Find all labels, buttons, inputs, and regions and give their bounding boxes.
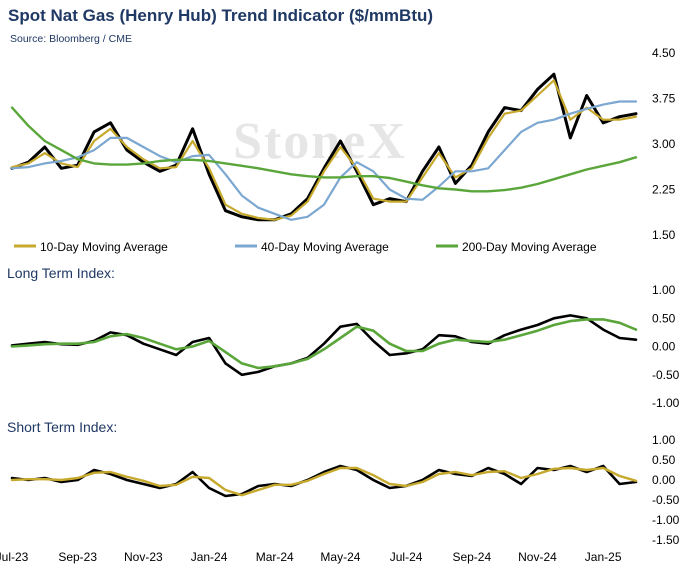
x-tick-label: Jul-24: [390, 550, 423, 564]
chart-source: Source: Bloomberg / CME: [10, 33, 132, 45]
series-line-ma40: [10, 100, 638, 221]
x-tick-label: May-24: [320, 550, 360, 564]
x-tick-label: Mar-24: [256, 550, 294, 564]
y-tick-label: -1.00: [652, 513, 680, 527]
x-tick-label: Sep-23: [58, 550, 97, 564]
watermark-text: StoneX: [233, 113, 407, 170]
y-tick-label: 2.25: [652, 183, 676, 197]
series-line-lt_green: [10, 318, 638, 370]
y-tick-label: 0.50: [652, 453, 676, 467]
y-tick-label: -0.50: [652, 368, 680, 382]
y-tick-label: 0.00: [652, 473, 676, 487]
y-tick-label: -0.50: [652, 493, 680, 507]
y-tick-label: 3.75: [652, 92, 676, 106]
legend-label-ma10: 10-Day Moving Average: [40, 240, 168, 254]
chart-title: Spot Nat Gas (Henry Hub) Trend Indicator…: [8, 6, 434, 25]
legend-label-ma40: 40-Day Moving Average: [261, 240, 389, 254]
y-tick-label: 1.50: [652, 228, 676, 242]
series-line-st_gold: [10, 466, 638, 497]
long-term-panel: 1.00 0.50 0.00 -0.50 -1.00: [10, 283, 680, 410]
short-term-panel: 1.00 0.50 0.00 -0.50 -1.00 -1.50: [10, 433, 680, 547]
series-line-lt_black: [10, 314, 638, 377]
y-tick-label: 0.50: [652, 311, 676, 325]
x-tick-label: Jan-24: [191, 550, 228, 564]
x-axis: Jul-23 Sep-23 Nov-23 Jan-24 Mar-24 May-24 Jul-…: [0, 550, 622, 564]
series-line-price: [10, 72, 638, 222]
x-tick-label: Jan-25: [585, 550, 622, 564]
x-tick-label: Jul-23: [0, 550, 29, 564]
short-term-index-title: Short Term Index:: [7, 419, 117, 435]
y-tick-label: 0.00: [652, 340, 676, 354]
y-tick-label: 1.00: [652, 433, 676, 447]
legend-label-ma200: 200-Day Moving Average: [462, 240, 597, 254]
y-tick-label: -1.00: [652, 396, 680, 410]
x-tick-label: Sep-24: [452, 550, 491, 564]
price-panel: 4.50 3.75 3.00 2.25 1.50: [10, 46, 676, 242]
legend: 10-Day Moving Average 40-Day Moving Avera…: [14, 240, 597, 254]
series-line-ma200: [10, 106, 638, 193]
y-tick-label: 1.00: [652, 283, 676, 297]
x-tick-label: Nov-24: [518, 550, 557, 564]
y-tick-label: -1.50: [652, 533, 680, 547]
long-term-index-title: Long Term Index:: [7, 265, 115, 281]
series-line-ma10: [10, 79, 638, 221]
series-line-st_black: [10, 464, 638, 498]
y-tick-label: 4.50: [652, 46, 676, 60]
y-tick-label: 3.00: [652, 137, 676, 151]
x-tick-label: Nov-23: [124, 550, 163, 564]
